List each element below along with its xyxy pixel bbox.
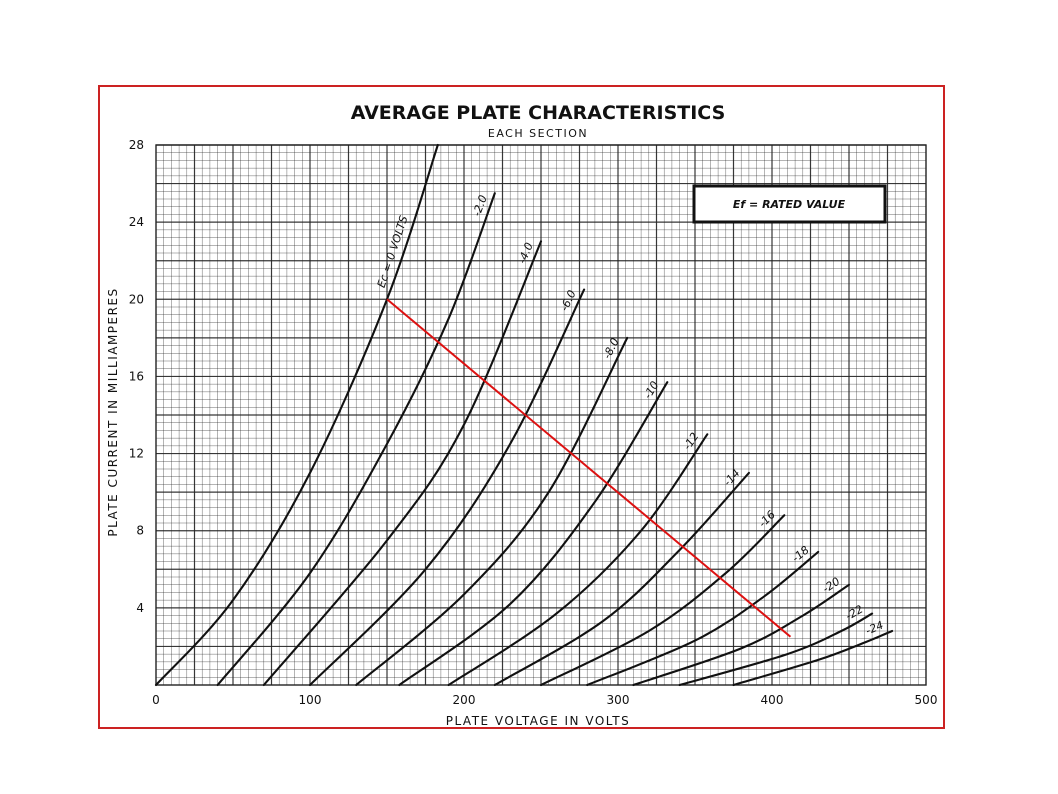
curve-10 (398, 381, 669, 687)
curve-ec-0-volts (154, 143, 439, 687)
x-tick-label: 400 (761, 693, 784, 707)
curve-20 (632, 583, 851, 687)
y-tick-label: 8 (136, 524, 144, 538)
curve-6.0 (308, 288, 586, 687)
x-tick-label: 300 (607, 693, 630, 707)
x-tick-label: 0 (152, 693, 160, 707)
y-tick-label: 20 (129, 292, 144, 306)
curve-22 (678, 612, 874, 687)
x-tick-label: 500 (915, 693, 938, 707)
y-tick-label: 12 (129, 447, 144, 461)
plate-characteristics-chart: AVERAGE PLATE CHARACTERISTICS EACH SECTI… (106, 102, 938, 727)
curve-18 (586, 550, 820, 687)
y-tick-label: 16 (129, 369, 144, 383)
chart-title: AVERAGE PLATE CHARACTERISTICS (351, 102, 726, 124)
tick-labels: 0 100 200 300 400 500 4 8 12 16 20 24 28 (129, 138, 938, 707)
x-axis-label: PLATE VOLTAGE IN VOLTS (446, 714, 631, 727)
curve-4.0 (262, 240, 543, 687)
chart-frame: AVERAGE PLATE CHARACTERISTICS EACH SECTI… (98, 85, 945, 729)
curve-24-label: -24 (864, 619, 886, 638)
y-tick-label: 24 (129, 215, 144, 229)
x-tick-label: 100 (299, 693, 322, 707)
curve-14 (493, 471, 750, 687)
grid (155, 144, 927, 686)
load-line (386, 298, 792, 638)
chart-subtitle: EACH SECTION (488, 127, 588, 140)
curve-16 (539, 514, 786, 687)
curve-12 (447, 433, 709, 687)
curve-24 (732, 629, 894, 687)
rated-value-box: Ef = RATED VALUE (692, 184, 887, 224)
curve-2.0 (216, 192, 496, 687)
y-tick-label: 28 (129, 138, 144, 152)
rated-value-label: Ef = RATED VALUE (733, 198, 846, 211)
curve-8.0 (355, 336, 629, 687)
y-axis-label: PLATE CURRENT IN MILLIAMPERES (106, 287, 120, 536)
x-tick-label: 200 (453, 693, 476, 707)
y-tick-label: 4 (136, 601, 144, 615)
